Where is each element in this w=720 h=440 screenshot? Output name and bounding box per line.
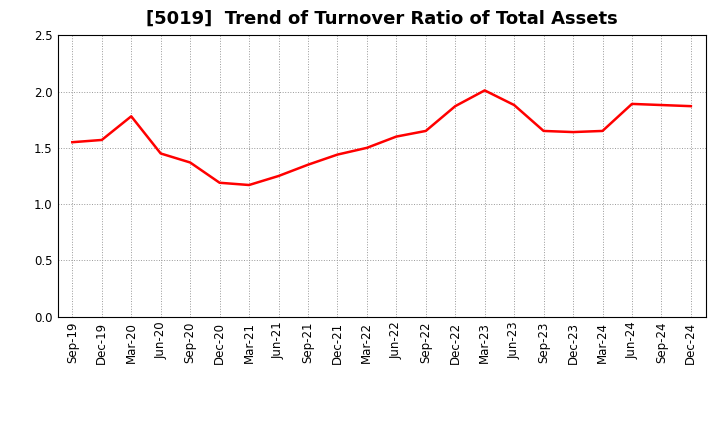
Title: [5019]  Trend of Turnover Ratio of Total Assets: [5019] Trend of Turnover Ratio of Total … [145, 10, 618, 28]
